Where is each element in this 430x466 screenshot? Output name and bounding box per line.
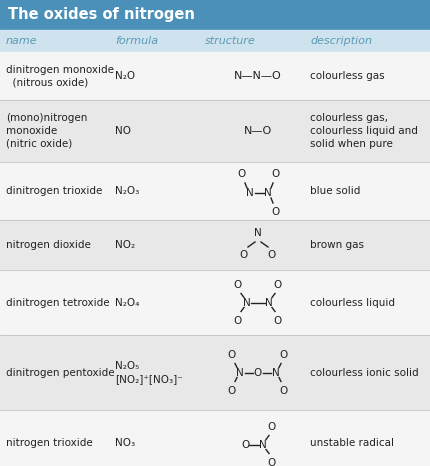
Text: structure: structure bbox=[205, 36, 256, 46]
Text: O: O bbox=[280, 350, 288, 359]
Text: N—O: N—O bbox=[244, 126, 272, 136]
Text: O: O bbox=[280, 385, 288, 396]
Text: O: O bbox=[240, 250, 248, 260]
Text: N: N bbox=[236, 368, 244, 377]
Text: nitrogen dioxide: nitrogen dioxide bbox=[6, 240, 91, 250]
Text: O: O bbox=[234, 315, 242, 325]
Bar bbox=[0, 335, 430, 410]
Text: brown gas: brown gas bbox=[310, 240, 364, 250]
Text: colourless liquid: colourless liquid bbox=[310, 297, 395, 308]
Text: N₂O₅
[NO₂]⁺[NO₃]⁻: N₂O₅ [NO₂]⁺[NO₃]⁻ bbox=[115, 361, 183, 384]
Text: NO₂: NO₂ bbox=[115, 240, 135, 250]
Bar bbox=[0, 52, 430, 100]
Text: unstable radical: unstable radical bbox=[310, 438, 394, 447]
Text: dinitrogen trioxide: dinitrogen trioxide bbox=[6, 186, 102, 196]
Text: O: O bbox=[268, 458, 276, 466]
Text: dinitrogen monoxide
  (nitrous oxide): dinitrogen monoxide (nitrous oxide) bbox=[6, 65, 114, 88]
Text: N₂O₄: N₂O₄ bbox=[115, 297, 139, 308]
Text: O: O bbox=[272, 169, 280, 179]
Text: colourless ionic solid: colourless ionic solid bbox=[310, 368, 419, 377]
Text: (mono)nitrogen
monoxide
(nitric oxide): (mono)nitrogen monoxide (nitric oxide) bbox=[6, 113, 87, 149]
Text: O: O bbox=[274, 280, 282, 289]
Text: N₂O: N₂O bbox=[115, 71, 135, 81]
Text: description: description bbox=[310, 36, 372, 46]
Text: The oxides of nitrogen: The oxides of nitrogen bbox=[8, 7, 195, 22]
Text: N: N bbox=[264, 188, 272, 198]
Text: NO₃: NO₃ bbox=[115, 438, 135, 447]
Text: O: O bbox=[238, 169, 246, 179]
Bar bbox=[0, 100, 430, 162]
Text: O: O bbox=[241, 439, 249, 450]
Text: O: O bbox=[254, 368, 262, 377]
Text: N: N bbox=[246, 188, 254, 198]
Bar bbox=[0, 220, 430, 270]
Text: O: O bbox=[274, 315, 282, 325]
Bar bbox=[0, 0, 430, 30]
Text: N: N bbox=[243, 297, 251, 308]
Text: name: name bbox=[6, 36, 38, 46]
Text: N: N bbox=[254, 228, 262, 238]
Text: O: O bbox=[228, 350, 236, 359]
Text: O: O bbox=[272, 207, 280, 217]
Text: N: N bbox=[272, 368, 280, 377]
Text: formula: formula bbox=[115, 36, 158, 46]
Text: O: O bbox=[228, 385, 236, 396]
Text: blue solid: blue solid bbox=[310, 186, 360, 196]
Text: O: O bbox=[268, 422, 276, 432]
Text: N—N—O: N—N—O bbox=[234, 71, 282, 81]
Text: N: N bbox=[259, 439, 267, 450]
Text: dinitrogen pentoxide: dinitrogen pentoxide bbox=[6, 368, 115, 377]
Bar bbox=[0, 410, 430, 466]
Text: dinitrogen tetroxide: dinitrogen tetroxide bbox=[6, 297, 110, 308]
Text: N: N bbox=[265, 297, 273, 308]
Text: NO: NO bbox=[115, 126, 131, 136]
Bar bbox=[0, 162, 430, 220]
Text: nitrogen trioxide: nitrogen trioxide bbox=[6, 438, 93, 447]
Text: N₂O₃: N₂O₃ bbox=[115, 186, 139, 196]
Text: O: O bbox=[234, 280, 242, 289]
Bar bbox=[0, 270, 430, 335]
Text: colourless gas: colourless gas bbox=[310, 71, 384, 81]
Bar bbox=[0, 30, 430, 52]
Text: colourless gas,
colourless liquid and
solid when pure: colourless gas, colourless liquid and so… bbox=[310, 113, 418, 149]
Text: O: O bbox=[268, 250, 276, 260]
